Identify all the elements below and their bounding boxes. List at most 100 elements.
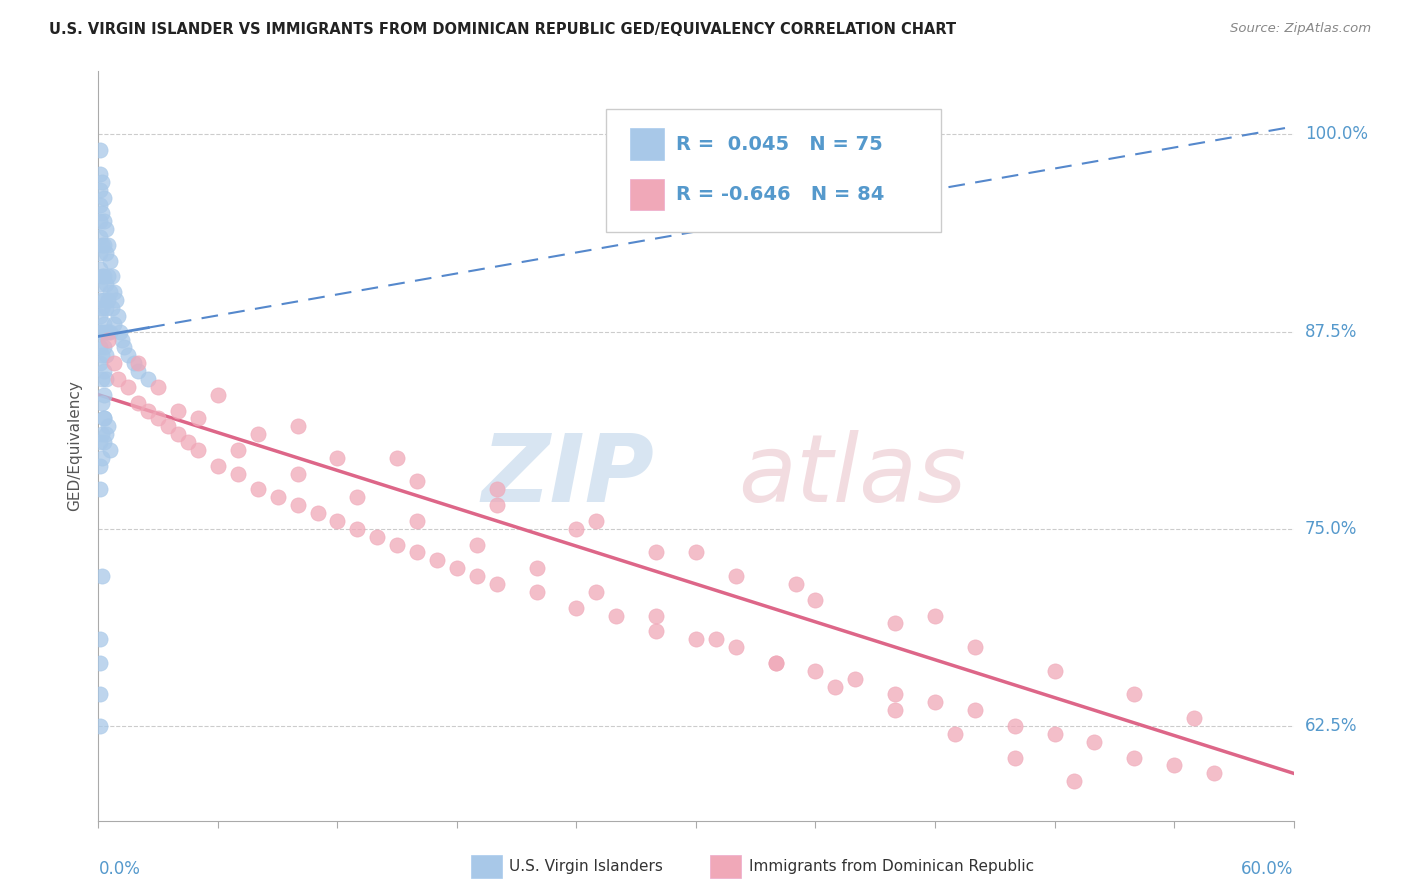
Text: 0.0%: 0.0% — [98, 860, 141, 878]
Point — [96, 427, 118, 442]
Point — [1123, 688, 1146, 702]
Point — [844, 672, 866, 686]
Point — [89, 143, 111, 157]
Text: R = -0.646   N = 84: R = -0.646 N = 84 — [676, 185, 884, 203]
Point — [91, 301, 114, 315]
Point — [89, 688, 111, 702]
Point — [287, 419, 309, 434]
Point — [605, 608, 627, 623]
Point — [107, 372, 129, 386]
Point — [93, 293, 115, 307]
Point — [148, 380, 170, 394]
Point — [704, 632, 727, 647]
Point — [89, 325, 111, 339]
Point — [124, 356, 146, 370]
Point — [89, 277, 111, 292]
Point — [884, 688, 907, 702]
Point — [103, 356, 125, 370]
Point — [157, 419, 180, 434]
Point — [91, 348, 114, 362]
Text: U.S. VIRGIN ISLANDER VS IMMIGRANTS FROM DOMINICAN REPUBLIC GED/EQUIVALENCY CORRE: U.S. VIRGIN ISLANDER VS IMMIGRANTS FROM … — [49, 22, 956, 37]
Point — [93, 411, 115, 425]
Point — [1043, 664, 1066, 678]
Point — [326, 450, 349, 465]
Point — [963, 703, 986, 717]
Point — [465, 538, 488, 552]
Point — [307, 506, 329, 520]
Point — [585, 585, 607, 599]
Point — [89, 340, 111, 354]
Point — [585, 514, 607, 528]
Point — [91, 569, 114, 583]
Point — [465, 569, 488, 583]
Point — [103, 285, 125, 300]
Point — [96, 348, 118, 362]
Point — [645, 608, 668, 623]
Text: 87.5%: 87.5% — [1305, 323, 1357, 341]
Point — [98, 325, 122, 339]
Point — [267, 490, 290, 504]
Point — [385, 450, 409, 465]
Point — [765, 656, 787, 670]
Point — [96, 277, 118, 292]
Point — [226, 442, 249, 457]
Point — [93, 435, 115, 450]
Point — [89, 656, 111, 670]
Point — [93, 388, 115, 402]
Point — [226, 467, 249, 481]
Point — [924, 695, 946, 709]
Point — [89, 167, 111, 181]
Point — [91, 450, 114, 465]
Point — [96, 222, 118, 236]
Text: ZIP: ZIP — [481, 430, 654, 522]
Point — [91, 325, 114, 339]
Point — [117, 380, 139, 394]
Point — [884, 703, 907, 717]
Point — [127, 395, 149, 409]
Point — [91, 175, 114, 189]
Point — [1202, 766, 1225, 780]
Point — [724, 569, 747, 583]
Point — [1063, 774, 1085, 789]
Point — [385, 538, 409, 552]
Point — [207, 388, 229, 402]
Point — [89, 632, 111, 647]
Point — [112, 340, 135, 354]
Text: 100.0%: 100.0% — [1305, 126, 1368, 144]
Point — [366, 530, 388, 544]
Point — [1004, 719, 1026, 733]
Point — [91, 372, 114, 386]
Point — [287, 498, 309, 512]
Point — [526, 585, 548, 599]
Point — [685, 632, 707, 647]
Point — [446, 561, 468, 575]
Point — [101, 269, 124, 284]
Point — [127, 356, 149, 370]
Point — [96, 245, 118, 260]
Point — [804, 592, 827, 607]
FancyBboxPatch shape — [630, 178, 664, 210]
Point — [98, 442, 122, 457]
Point — [167, 427, 190, 442]
Point — [96, 301, 118, 315]
Text: atlas: atlas — [738, 431, 966, 522]
Point — [963, 640, 986, 654]
Point — [91, 206, 114, 220]
Point — [645, 545, 668, 559]
Point — [89, 293, 111, 307]
Point — [167, 403, 190, 417]
Point — [136, 372, 159, 386]
Point — [89, 198, 111, 212]
Point — [1043, 727, 1066, 741]
Text: Source: ZipAtlas.com: Source: ZipAtlas.com — [1230, 22, 1371, 36]
Point — [89, 230, 111, 244]
Point — [724, 640, 747, 654]
Point — [207, 458, 229, 473]
Point — [97, 238, 120, 252]
Point — [485, 483, 508, 497]
Point — [93, 269, 115, 284]
Point — [765, 656, 787, 670]
Point — [406, 475, 429, 489]
Point — [97, 269, 120, 284]
Point — [105, 293, 128, 307]
